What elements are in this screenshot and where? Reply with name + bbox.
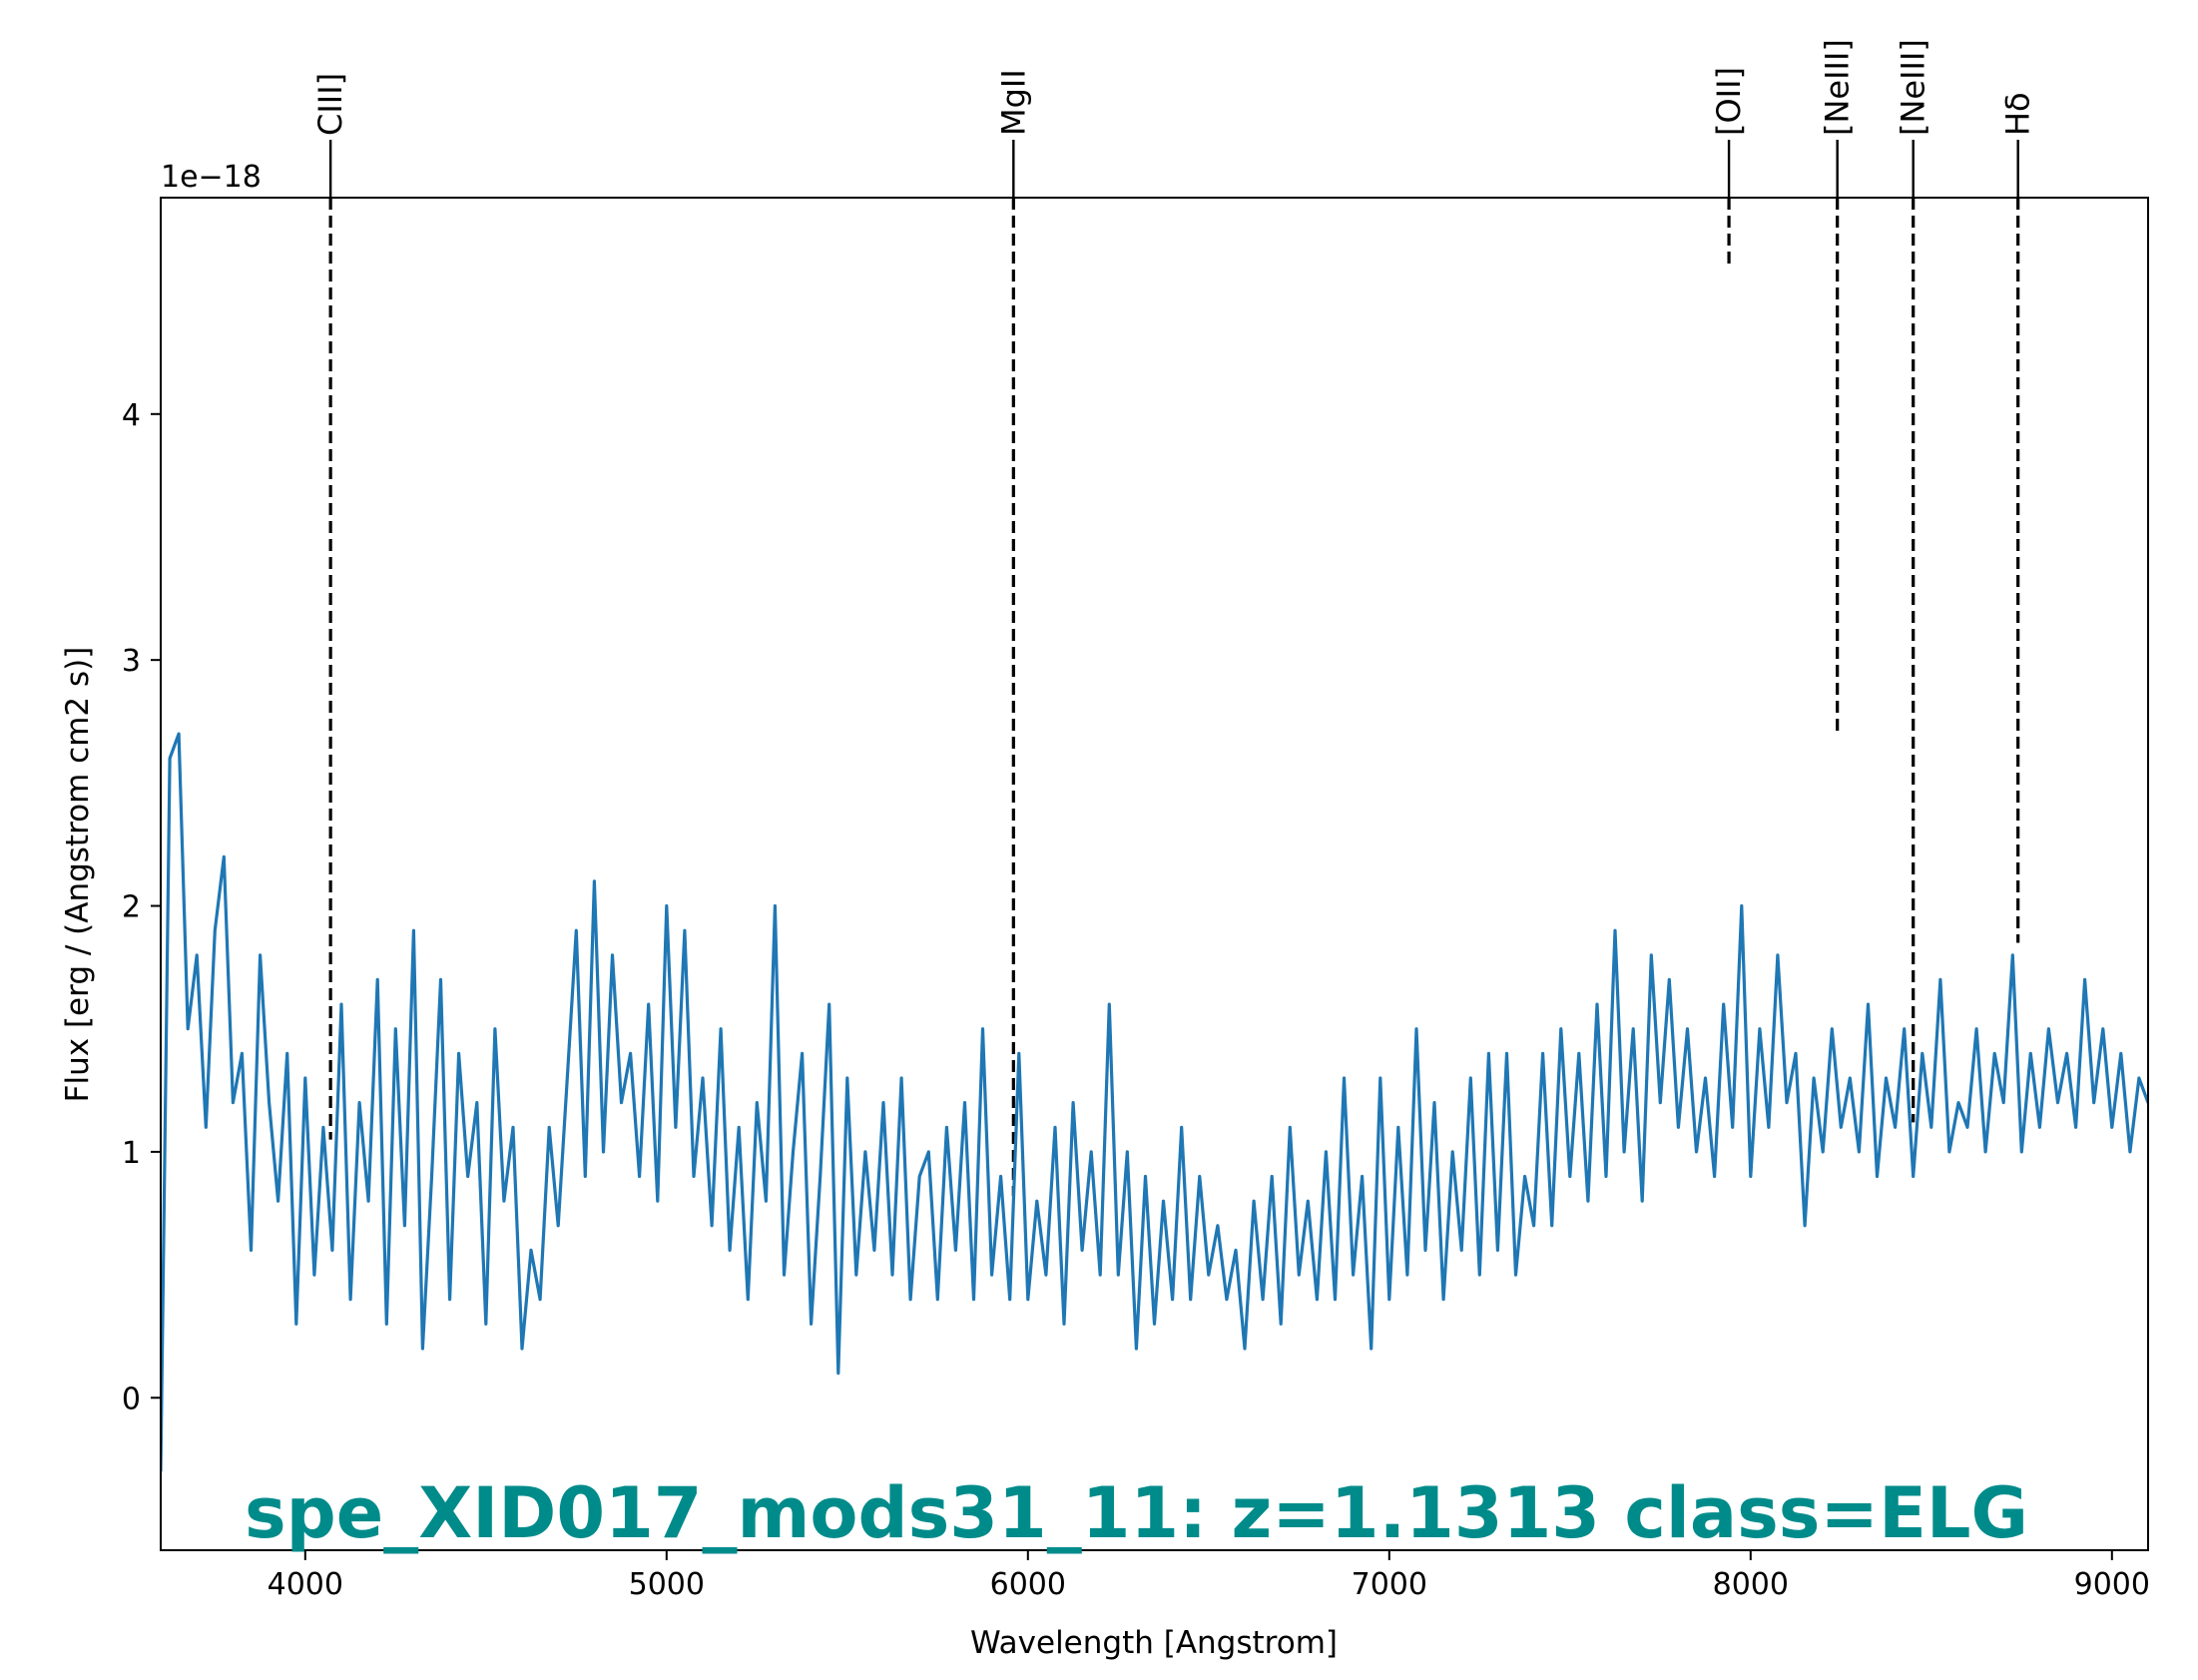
y-axis-label: Flux [erg / (Angstrom cm2 s)] xyxy=(60,647,96,1103)
spectrum-identification-title: spe_XID017_mods31_11: z=1.1313 class=ELG xyxy=(245,1472,2028,1554)
emission-line-label: Hδ xyxy=(1999,92,2037,136)
x-tick-label: 4000 xyxy=(268,1567,343,1602)
emission-line-label: [NeIII] xyxy=(1895,39,1932,136)
emission-line-label: MgII xyxy=(994,69,1032,136)
emission-line-label: [OII] xyxy=(1710,67,1748,136)
plot-area-frame xyxy=(160,197,2149,1551)
x-tick-label: 6000 xyxy=(990,1567,1066,1602)
y-tick-label: 4 xyxy=(122,398,141,433)
emission-line-label: CIII] xyxy=(311,73,349,136)
emission-line-markers: CIII] MgII [OII] [NeIII] [NeIII] Hδ xyxy=(311,39,2037,1197)
y-axis-ticks: 0 1 2 3 4 xyxy=(122,398,161,1416)
x-axis-label: Wavelength [Angstrom] xyxy=(970,1625,1338,1661)
spectrum-series-line xyxy=(161,732,2148,1472)
x-axis-ticks: 4000 5000 6000 7000 8000 9000 xyxy=(268,1550,2150,1602)
y-scale-exponent-label: 1e−18 xyxy=(161,160,262,195)
x-tick-label: 5000 xyxy=(629,1567,705,1602)
y-tick-label: 0 xyxy=(122,1382,141,1416)
x-tick-label: 8000 xyxy=(1713,1567,1789,1602)
x-tick-label: 9000 xyxy=(2074,1567,2150,1602)
emission-line-label: [NeIII] xyxy=(1819,39,1857,136)
y-tick-label: 1 xyxy=(122,1136,141,1171)
y-tick-label: 2 xyxy=(122,890,141,925)
x-tick-label: 7000 xyxy=(1352,1567,1427,1602)
y-tick-label: 3 xyxy=(122,644,141,679)
